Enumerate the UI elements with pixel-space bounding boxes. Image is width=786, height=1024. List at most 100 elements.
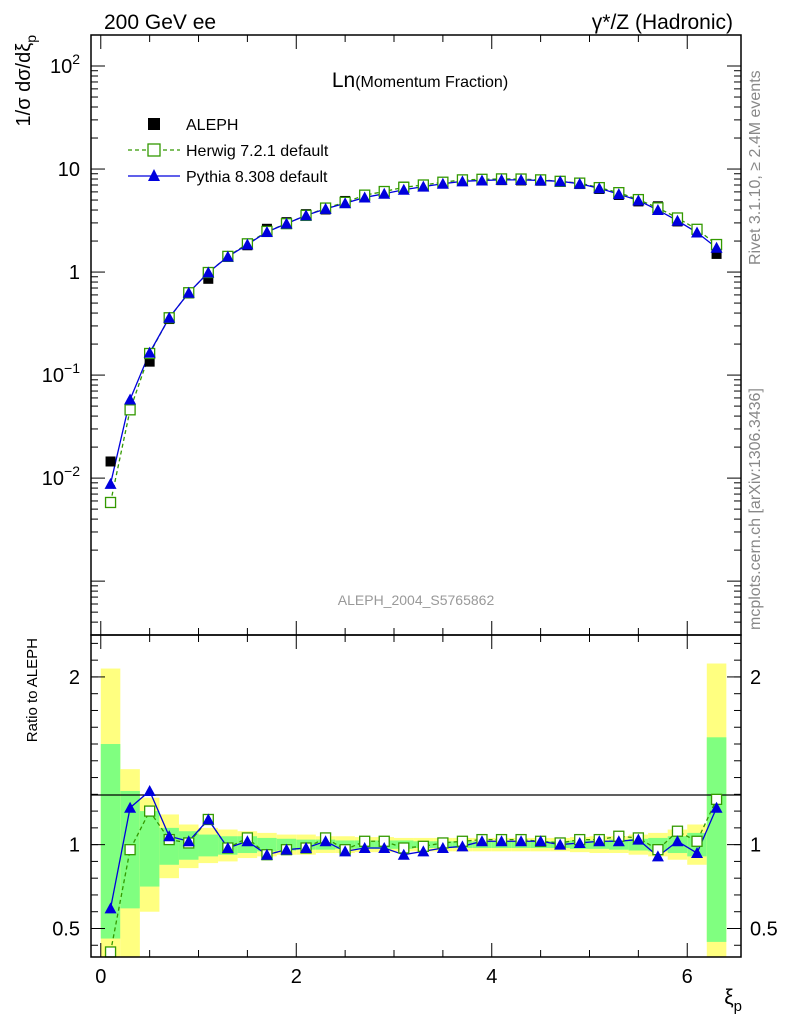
- main-y-tick-label-exp: −2: [64, 463, 80, 479]
- ratio-y-tick-label: 2: [69, 667, 80, 689]
- pythia-ratio-point: [300, 841, 313, 853]
- ratio-band-inner: [139, 811, 160, 887]
- pythia-ratio-point: [515, 835, 528, 847]
- rivet-label: Rivet 3.1.10, ≥ 2.4M events: [747, 70, 764, 265]
- pythia-point: [202, 266, 215, 278]
- analysis-label: ALEPH_2004_S5765862: [338, 592, 495, 608]
- pythia-point: [612, 188, 625, 200]
- pythia-ratio-point: [339, 845, 352, 857]
- pythia-ratio-point: [280, 843, 293, 855]
- x-axis-label: ξp: [724, 986, 742, 1015]
- x-axis-label-sub: p: [734, 998, 742, 1015]
- herwig-line: [109, 178, 717, 503]
- pythia-point: [378, 187, 391, 199]
- pythia-ratio-point: [319, 835, 332, 847]
- legend-label-herwig: Herwig 7.2.1 default: [186, 143, 329, 160]
- pythia-ratio-point: [671, 835, 684, 847]
- pythia-ratio-point: [475, 835, 488, 847]
- herwig-ratio-point: [691, 835, 703, 847]
- pythia-point: [436, 177, 449, 189]
- ratio-band-inner: [198, 834, 219, 857]
- main-y-tick-label-base: 10: [42, 365, 64, 387]
- main-y-tick-label-exp: 2: [72, 51, 80, 67]
- main-y-tick-label-base: 1: [69, 262, 80, 284]
- pythia-point: [339, 197, 352, 209]
- main-y-axis-label-sub: p: [23, 35, 39, 43]
- pythia-ratio-point: [612, 835, 625, 847]
- pythia-ratio-point: [593, 835, 606, 847]
- pythia-point: [710, 241, 723, 253]
- pythia-ratio-point: [182, 835, 195, 847]
- pythia-point: [163, 311, 176, 323]
- pythia-ratio-point: [554, 838, 567, 850]
- ratio-y-tick-label: 1: [69, 835, 80, 857]
- pythia-point: [515, 173, 528, 185]
- ratio-band-inner: [257, 837, 277, 852]
- pythia-ratio-point: [417, 845, 430, 857]
- x-tick-label: 4: [486, 966, 497, 988]
- pythia-ratio-point: [456, 840, 469, 852]
- pythia-point: [456, 175, 469, 187]
- aleph-point: [144, 356, 155, 367]
- pythia-ratio-point: [632, 833, 645, 845]
- aleph-point: [203, 273, 214, 284]
- pythia-point: [300, 209, 313, 221]
- pythia-ratio-point: [143, 784, 156, 796]
- pythia-ratio-point: [691, 847, 704, 859]
- main-y-tick-label-base: 10: [50, 56, 72, 78]
- pythia-ratio-point: [358, 841, 371, 853]
- pythia-point: [573, 177, 586, 189]
- pythia-point: [319, 202, 332, 214]
- pythia-line: [109, 179, 717, 484]
- pythia-point: [280, 217, 293, 229]
- x-tick-label: 0: [95, 966, 106, 988]
- ratio-series-layer: [104, 784, 723, 958]
- pythia-point: [691, 226, 704, 238]
- ratio-y-axis-label: Ratio to ALEPH: [24, 638, 41, 742]
- ratio-band-inner: [706, 737, 727, 942]
- main-title-sub: (Momentum Fraction): [355, 74, 508, 91]
- pythia-ratio-point: [710, 801, 723, 813]
- ratio-bands-layer: [100, 663, 727, 957]
- pythia-point: [651, 204, 664, 216]
- pythia-ratio-point: [534, 835, 547, 847]
- x-tick-label: 2: [291, 966, 302, 988]
- pythia-ratio-point: [378, 841, 391, 853]
- pythia-ratio-point: [573, 836, 586, 848]
- main-y-tick-label-base: 10: [58, 159, 80, 181]
- herwig-point: [104, 496, 117, 509]
- pythia-ratio-point: [104, 902, 117, 914]
- ratio-y-tick-label-right: 2: [750, 667, 761, 689]
- ratio-band-inner: [100, 744, 121, 939]
- mcplots-label: mcplots.cern.ch [arXiv:1306.3436]: [747, 388, 764, 630]
- legend-label-aleph: ALEPH: [186, 117, 238, 134]
- pythia-ratio-point: [397, 848, 410, 860]
- legend-marker-pythia: [148, 169, 160, 181]
- pythia-ratio-point: [221, 841, 234, 853]
- aleph-point: [711, 248, 722, 259]
- main-y-tick-label: 1: [69, 262, 80, 284]
- herwig-ratio-point: [143, 805, 156, 817]
- pythia-point: [241, 238, 254, 250]
- legend-marker-aleph: [148, 118, 160, 130]
- pythia-ratio-point: [241, 835, 254, 847]
- pythia-point: [358, 191, 371, 203]
- pythia-ratio-point: [495, 835, 508, 847]
- pythia-ratio-point: [163, 830, 176, 842]
- main-series-layer: [104, 173, 723, 509]
- pythia-ratio-point: [124, 801, 137, 813]
- ratio-frame: [90, 634, 742, 958]
- pythia-ratio-point: [260, 848, 273, 860]
- pythia-point: [671, 214, 684, 226]
- pythia-ratio-point: [436, 841, 449, 853]
- pythia-point: [495, 173, 508, 185]
- pythia-point: [221, 250, 234, 262]
- x-tick-label: 6: [682, 966, 693, 988]
- legend-marker-herwig: [147, 143, 161, 157]
- main-y-tick-label-exp: −1: [64, 360, 80, 376]
- pythia-point: [182, 286, 195, 298]
- pythia-ratio-point: [202, 813, 215, 825]
- pythia-point: [632, 194, 645, 206]
